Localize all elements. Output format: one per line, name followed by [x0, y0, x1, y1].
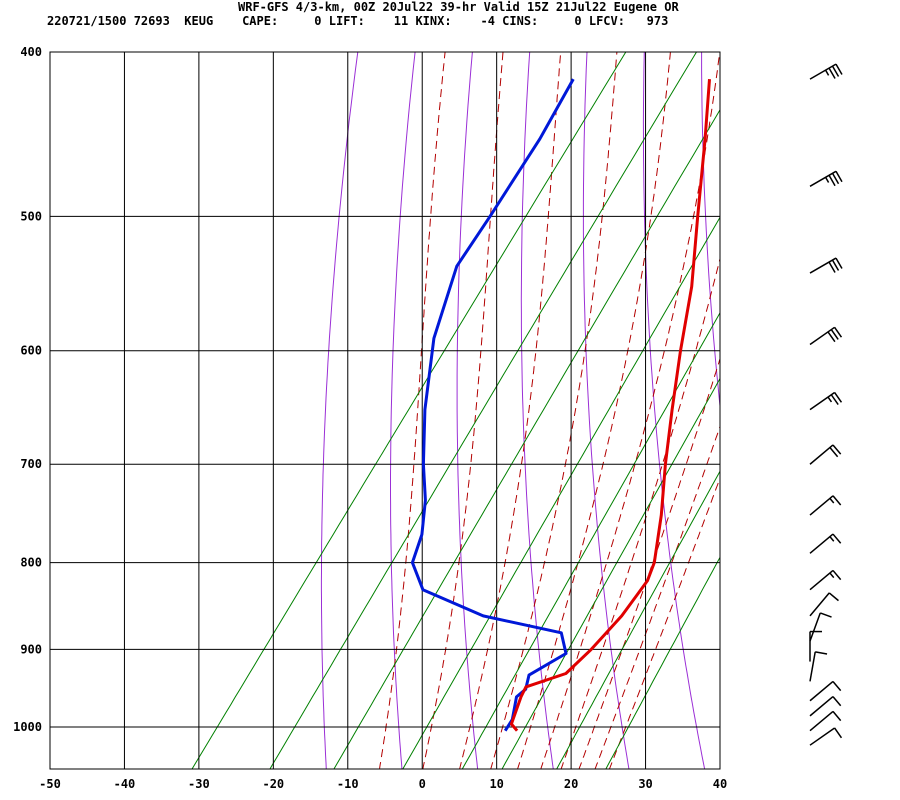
x-tick-label: 30 — [638, 777, 652, 791]
wind-barb — [809, 533, 842, 554]
mixing-ratio-line — [333, 108, 720, 769]
y-tick-label: 700 — [20, 457, 42, 471]
y-tick-label: 600 — [20, 344, 42, 358]
dry-adiabat — [582, 52, 630, 769]
x-tick-label: 0 — [419, 777, 426, 791]
dry-adiabat — [815, 14, 900, 770]
dry-adiabat — [642, 52, 706, 769]
wind-barb — [809, 170, 843, 187]
x-tick-label: -20 — [262, 777, 284, 791]
moist-adiabat — [540, 52, 720, 769]
x-tick-label: 20 — [564, 777, 578, 791]
dry-adiabat — [456, 52, 479, 769]
moist-adiabat — [422, 52, 504, 769]
y-tick-label: 400 — [20, 45, 42, 59]
wind-barb — [809, 63, 843, 80]
wind-barb — [809, 444, 842, 465]
y-tick-label: 1000 — [13, 720, 42, 734]
y-tick-label: 900 — [20, 642, 42, 656]
wind-barb — [809, 592, 839, 617]
mixing-ratio-line — [556, 470, 720, 769]
y-tick-label: 800 — [20, 556, 42, 570]
x-tick-label: -10 — [337, 777, 359, 791]
mixing-ratio-line — [461, 311, 720, 769]
wind-barb — [809, 630, 822, 662]
wind-barb — [809, 710, 842, 732]
moist-adiabat — [459, 52, 562, 769]
moist-adiabat — [608, 476, 720, 769]
mixing-ratio-line — [269, 52, 698, 769]
mixing-ratio-line — [191, 52, 627, 769]
wind-barb — [809, 612, 832, 642]
wind-barb — [809, 696, 842, 717]
wind-barb — [809, 326, 843, 346]
dry-adiabat — [758, 14, 856, 770]
wind-barb — [809, 257, 843, 274]
moist-adiabat — [490, 52, 618, 769]
dry-adiabat — [701, 52, 720, 411]
mixing-ratio-line — [402, 216, 720, 769]
y-tick-label: 500 — [20, 209, 42, 223]
wind-barb — [809, 680, 842, 702]
moist-adiabat — [594, 425, 720, 769]
wind-barbs — [809, 63, 843, 746]
temperature-profile — [509, 78, 711, 732]
mixing-ratio-line — [501, 377, 720, 769]
wind-barb — [809, 391, 843, 411]
x-tick-label: -40 — [114, 777, 136, 791]
x-tick-label: 10 — [489, 777, 503, 791]
chart-title: WRF-GFS 4/3-km, 00Z 20Jul22 39-hr Valid … — [238, 0, 679, 14]
wind-barb — [809, 727, 843, 746]
x-tick-label: -50 — [39, 777, 61, 791]
profiles — [410, 78, 711, 732]
dewpoint-profile — [410, 78, 575, 732]
dry-adiabat — [390, 52, 416, 769]
x-tick-label: -30 — [188, 777, 210, 791]
x-tick-label: 40 — [713, 777, 727, 791]
grid-lines — [49, 51, 721, 770]
mixing-ratio-line — [605, 556, 720, 769]
stability-indices: 220721/1500 72693 KEUG CAPE: 0 LIFT: 11 … — [47, 14, 669, 28]
wind-barb — [809, 651, 828, 682]
wind-barb — [809, 495, 842, 516]
moist-adiabat — [378, 52, 446, 769]
moist-adiabat — [517, 52, 671, 769]
dry-adiabat — [871, 14, 900, 770]
plot-frame — [49, 51, 721, 770]
moist-adiabat — [560, 256, 720, 769]
thermo-lines — [191, 14, 900, 770]
axis-ticks: -50 -40 -30 -20 -10 0 10 20 30 40 400 500 600 700 800 9… — [13, 45, 727, 791]
moist-adiabat — [578, 357, 720, 769]
dry-adiabat — [520, 52, 554, 769]
dry-adiabat — [320, 52, 359, 769]
wind-barb — [809, 569, 842, 591]
